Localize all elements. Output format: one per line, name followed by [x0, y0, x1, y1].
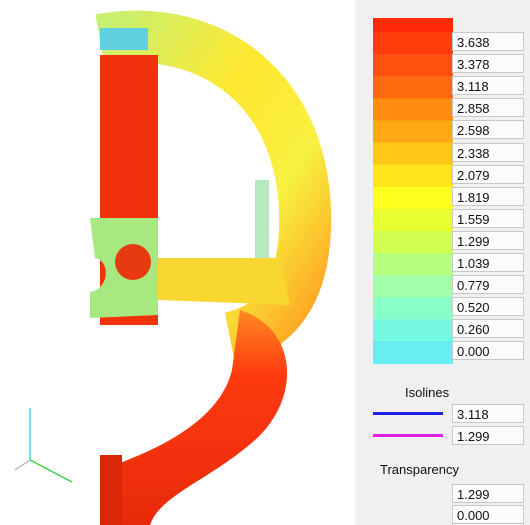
legend-value: 1.039: [452, 253, 524, 272]
color-band: [373, 165, 453, 188]
color-band: [373, 231, 453, 254]
isoline-swatch: [373, 434, 443, 437]
color-band: [373, 76, 453, 99]
color-band: [373, 275, 453, 298]
transparency-title: Transparency: [380, 462, 459, 477]
model-view: [0, 0, 355, 525]
legend-value: 2.079: [452, 165, 524, 184]
legend-value: 2.598: [452, 120, 524, 139]
color-bar: [373, 18, 453, 378]
color-band: [373, 187, 453, 210]
legend-value: 0.260: [452, 319, 524, 338]
transparency-value: 0.000: [452, 505, 524, 524]
transparency-value: 1.299: [452, 484, 524, 503]
isoline-swatch: [373, 412, 443, 415]
isolines-title: Isolines: [405, 385, 449, 400]
axis-y: [30, 460, 72, 482]
legend-value: 3.378: [452, 54, 524, 73]
cross-bar: [158, 258, 290, 305]
legend-value: 2.338: [452, 143, 524, 162]
legend-value: 1.299: [452, 231, 524, 250]
legend-value: 1.819: [452, 187, 524, 206]
color-band: [373, 120, 453, 143]
notch-ring: [115, 244, 151, 280]
legend-value: 0.520: [452, 297, 524, 316]
axis-x: [15, 460, 30, 470]
legend-value: 1.559: [452, 209, 524, 228]
app-window: Isolines Transparency 3.638 3.378 3.118 2.8…: [0, 0, 530, 525]
color-band: [373, 253, 453, 276]
legend-value: 0.779: [452, 275, 524, 294]
color-band: [373, 32, 453, 55]
color-band: [373, 319, 453, 342]
legend-value: 3.638: [452, 32, 524, 51]
base-face: [100, 455, 122, 525]
legend-value: 0.000: [452, 341, 524, 360]
legend-panel: Isolines Transparency 3.638 3.378 3.118 2.8…: [355, 0, 530, 525]
legend-value: 3.118: [452, 76, 524, 95]
color-band: [373, 341, 453, 364]
color-band: [373, 209, 453, 232]
color-band: [373, 297, 453, 320]
color-band: [373, 98, 453, 121]
legend-value: 2.858: [452, 98, 524, 117]
color-band: [373, 143, 453, 166]
lower-arc: [100, 310, 287, 525]
isoline-value: 3.118: [452, 404, 524, 423]
isoline-value: 1.299: [452, 426, 524, 445]
color-band: [373, 54, 453, 77]
